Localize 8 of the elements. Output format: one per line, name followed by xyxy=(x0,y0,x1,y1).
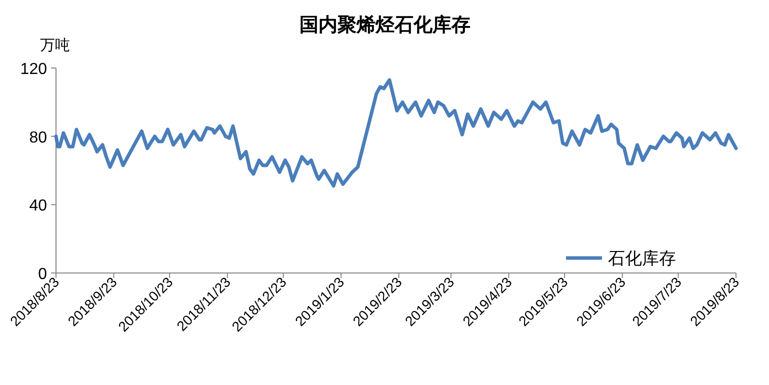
legend-label: 石化库存 xyxy=(608,249,676,268)
y-tick-label: 120 xyxy=(20,61,48,78)
y-tick-label: 0 xyxy=(38,266,48,283)
chart-title: 国内聚烯烃石化库存 xyxy=(300,14,470,36)
y-axis-title: 万吨 xyxy=(40,37,70,54)
y-tick-label: 80 xyxy=(29,129,48,146)
line-series xyxy=(54,78,738,188)
y-tick-label: 40 xyxy=(29,198,48,215)
